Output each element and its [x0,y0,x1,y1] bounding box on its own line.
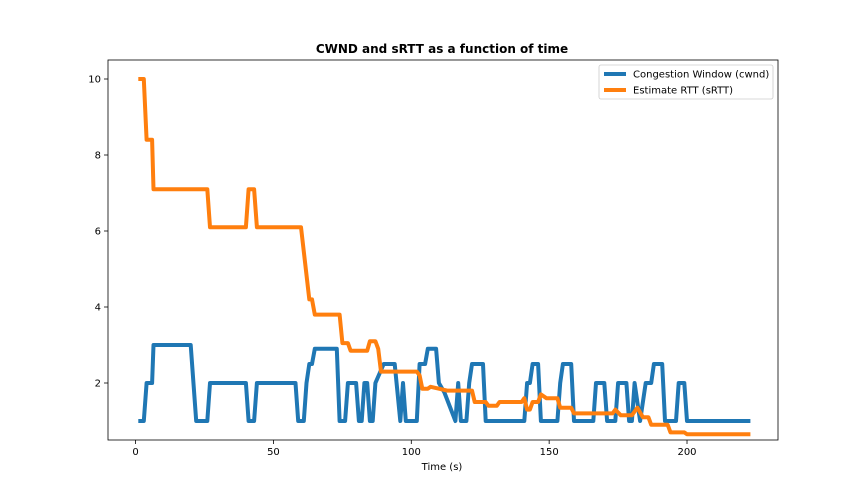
x-axis-label: Time (s) [421,462,463,473]
y-tick-label: 8 [95,151,101,162]
x-tick-label: 200 [677,447,696,458]
chart-title: CWND and sRTT as a function of time [316,42,568,56]
axes-frame [107,59,779,441]
y-tick-label: 4 [95,303,101,314]
plot-area [138,77,751,437]
legend: Congestion Window (cwnd) Estimate RTT (sR… [598,64,774,100]
x-tick-label: 0 [132,447,138,458]
x-tick-label: 50 [267,447,280,458]
x-tick-label: 100 [402,447,421,458]
axis-ticks: 0 50 100 150 200 2 4 6 8 10 [88,75,696,459]
legend-box [598,64,774,100]
legend-label-0: Congestion Window (cwnd) [633,70,769,81]
y-tick-label: 10 [88,75,101,86]
series-line-1 [138,77,751,437]
legend-label-1: Estimate RTT (sRTT) [633,86,733,97]
plot-frame [107,59,779,441]
y-tick-label: 6 [95,227,101,238]
x-tick-label: 150 [540,447,559,458]
series-line-0 [138,343,751,423]
y-tick-label: 2 [95,379,101,390]
